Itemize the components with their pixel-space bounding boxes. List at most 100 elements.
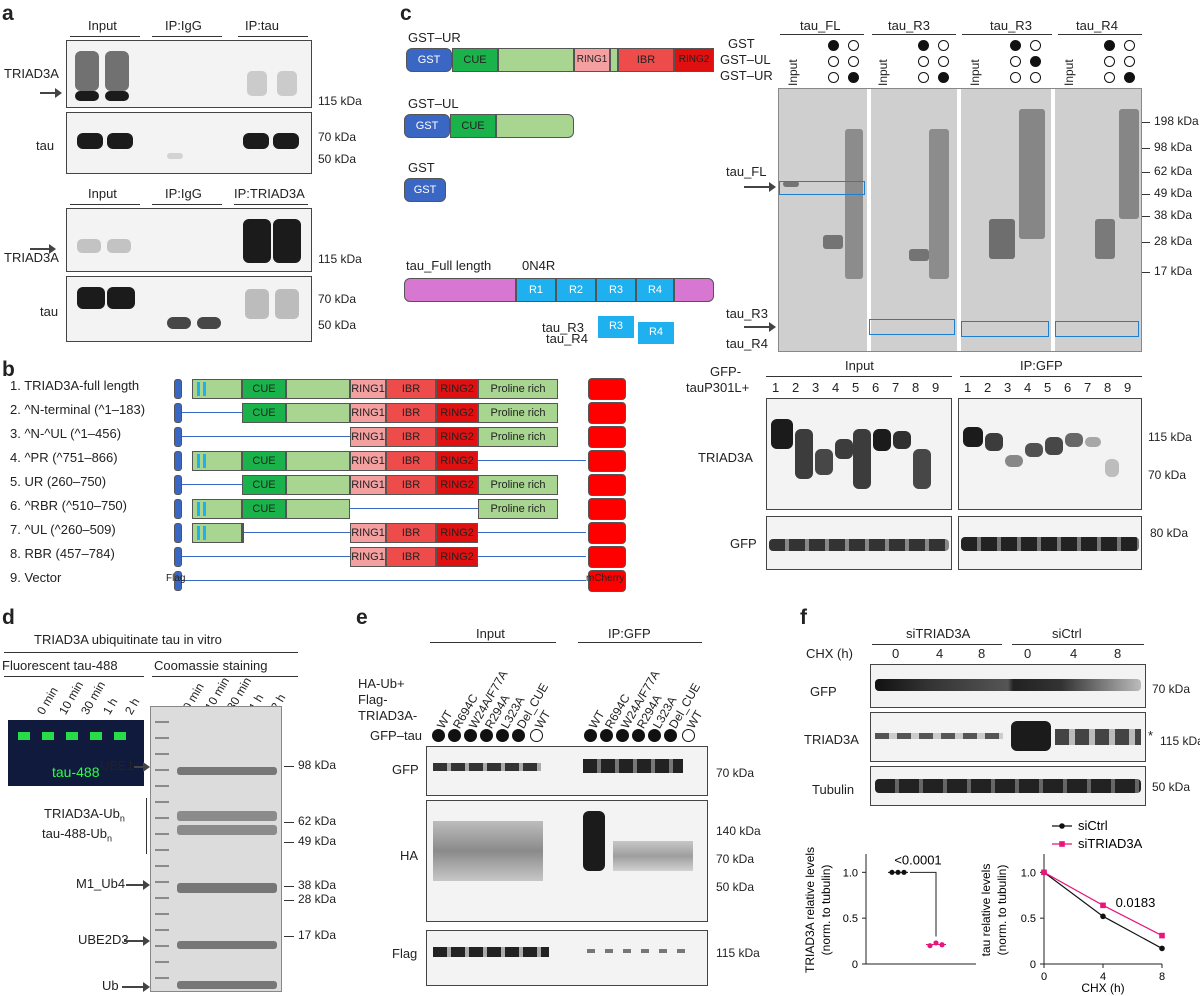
empty-dot xyxy=(828,56,839,67)
gel-header-2: tau_R3 xyxy=(888,18,930,33)
construct-linker xyxy=(182,412,242,413)
construct-label-7: 7. ^UL (^260–509) xyxy=(10,522,116,537)
c1-ytick-label: 0 xyxy=(852,959,858,971)
label-tau-a1: tau xyxy=(36,138,55,153)
d-kda-3: 38 kDa xyxy=(298,878,337,892)
c1-annotation: <0.0001 xyxy=(894,852,941,867)
empty-dot xyxy=(848,40,859,51)
blot-c-gfp-input xyxy=(766,516,952,570)
r4-fragment: R4 xyxy=(638,322,674,344)
empty-dot xyxy=(848,56,859,67)
header-ip-triad3a: IP:TRIAD3A xyxy=(234,186,305,201)
coomassie-gel xyxy=(150,706,282,992)
c-kda-tick xyxy=(1142,122,1150,123)
e-kda-50: 50 kDa xyxy=(716,880,755,894)
construct-domain-ring1: RING1 xyxy=(350,451,386,471)
lane-input-3: 3 xyxy=(812,380,820,395)
panel-b-label: b xyxy=(2,358,15,381)
filled-dot xyxy=(664,729,677,742)
mcherry-domain xyxy=(588,498,626,520)
lane-input-7: 7 xyxy=(892,380,900,395)
c-kda-tick xyxy=(1142,148,1150,149)
construct-label-9: 9. Vector xyxy=(10,570,62,585)
lane-ip-6: 6 xyxy=(1064,380,1072,395)
mcherry-domain xyxy=(588,402,626,424)
blot-e-gfp xyxy=(426,746,708,796)
construct-domain-ring1: RING1 xyxy=(350,403,386,423)
r1-box: R1 xyxy=(516,278,556,302)
ur-spacer xyxy=(610,48,618,72)
c2-annotation: 0.0183 xyxy=(1116,895,1156,910)
tau-ub-label: tau-488-Ubn xyxy=(42,826,113,844)
ring1-box-c: RING1 xyxy=(574,48,610,72)
filled-dot xyxy=(848,72,859,83)
c2-ytick-label: 0.5 xyxy=(1021,913,1036,925)
construct-domain-cueR xyxy=(242,523,244,543)
construct-domain-ring2: RING2 xyxy=(436,379,478,399)
empty-dot xyxy=(530,729,543,742)
filled-dot xyxy=(828,40,839,51)
panel-e-label: e xyxy=(356,606,368,629)
construct-domain-ring1: RING1 xyxy=(350,379,386,399)
construct-domain-flag xyxy=(174,571,182,591)
c2-point-1-1 xyxy=(1100,902,1106,909)
input-vert-3: Input xyxy=(968,59,982,86)
tau-cterm xyxy=(674,278,714,302)
gst-label: GST xyxy=(408,160,435,175)
c1-point-1-0 xyxy=(927,943,933,949)
d-kda-5: 17 kDa xyxy=(298,928,337,942)
kda-50-a2: 50 kDa xyxy=(318,318,357,332)
e-label-flag: Flag xyxy=(392,946,418,961)
input-vert-4: Input xyxy=(1062,59,1076,86)
construct-domain-cueR xyxy=(286,403,350,423)
lane-input-2: 2 xyxy=(792,380,800,395)
c-kda-tick xyxy=(1142,272,1150,273)
e-row-ha-ub: HA-Ub+ xyxy=(358,676,405,691)
tau-r3-marker: tau_R3 xyxy=(726,306,768,321)
r3-fragment: R3 xyxy=(598,316,634,338)
construct-domain-ring1: RING1 xyxy=(350,475,386,495)
cue-stripe xyxy=(203,526,206,540)
c1-ylabel-1: TRIAD3A relative levels xyxy=(803,847,817,973)
mcherry-domain xyxy=(588,474,626,496)
ur-linker xyxy=(498,48,574,72)
d-kda-tick xyxy=(284,842,294,843)
f-label-gfp: GFP xyxy=(810,684,837,699)
gst-ur-label: GST–UR xyxy=(408,30,461,45)
e-row-triad: TRIAD3A- xyxy=(358,708,418,723)
header-ip-igg: IP:IgG xyxy=(165,18,202,33)
empty-dot xyxy=(938,40,949,51)
filled-dot xyxy=(1010,40,1021,51)
c2-xtick-label: 4 xyxy=(1100,971,1106,983)
construct-domain-flag xyxy=(174,451,182,471)
construct-domain-ibr: IBR xyxy=(386,451,436,471)
gst-box-1: GST xyxy=(406,48,452,72)
cue-stripe xyxy=(197,454,200,468)
construct-domain-ring2: RING2 xyxy=(436,547,478,567)
label-triad3a-a2: TRIAD3A xyxy=(4,250,59,265)
f-star: * xyxy=(1148,728,1154,743)
header-input: Input xyxy=(88,18,117,33)
cue-box-2: CUE xyxy=(450,114,496,138)
d-kda-tick xyxy=(284,900,294,901)
filled-dot xyxy=(600,729,613,742)
e-label-gfp: GFP xyxy=(392,762,419,777)
construct-domain-cueR xyxy=(286,499,350,519)
f-kda-115: 115 kDa xyxy=(1160,734,1200,748)
coomassie-header: Coomassie staining xyxy=(154,658,268,673)
construct-domain-ring2: RING2 xyxy=(436,451,478,471)
c-kda-tick xyxy=(1142,242,1150,243)
construct-label-5: 5. UR (260–750) xyxy=(10,474,107,489)
filled-dot xyxy=(432,729,445,742)
construct-domain-cue: CUE xyxy=(242,499,286,519)
construct-domain-ring2: RING2 xyxy=(436,475,478,495)
c2-xtick-label: 0 xyxy=(1041,971,1047,983)
ibr-box-c: IBR xyxy=(618,48,674,72)
lane-ip-4: 4 xyxy=(1024,380,1032,395)
e-ip-header: IP:GFP xyxy=(608,626,651,641)
c1-ytick-label: 1.0 xyxy=(843,867,858,879)
tau-nterm xyxy=(404,278,516,302)
empty-dot xyxy=(1124,56,1135,67)
construct-domain-ring2: RING2 xyxy=(436,523,478,543)
